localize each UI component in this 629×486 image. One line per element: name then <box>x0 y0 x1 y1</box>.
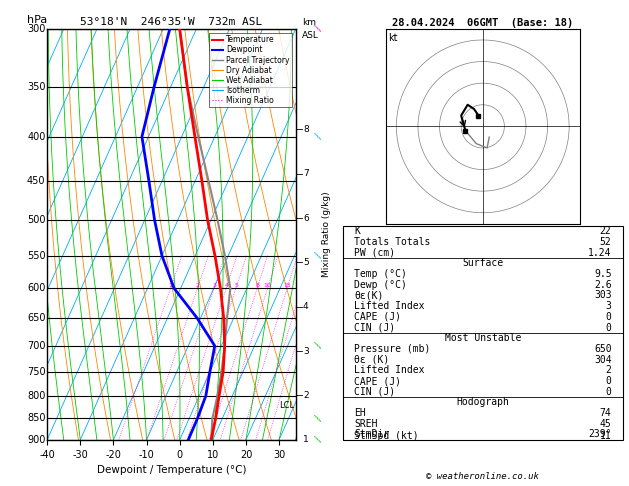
Text: 2.6: 2.6 <box>594 280 611 290</box>
Text: 5: 5 <box>303 258 309 267</box>
Text: 11: 11 <box>600 431 611 440</box>
Text: 8: 8 <box>255 283 259 288</box>
Text: 4: 4 <box>225 283 228 288</box>
Text: SREH: SREH <box>354 419 377 429</box>
Text: CIN (J): CIN (J) <box>354 323 395 332</box>
X-axis label: Dewpoint / Temperature (°C): Dewpoint / Temperature (°C) <box>97 465 246 475</box>
Text: 22: 22 <box>600 226 611 236</box>
Text: 650: 650 <box>27 313 45 323</box>
Text: Hodograph: Hodograph <box>456 398 509 407</box>
Text: 3: 3 <box>606 301 611 311</box>
Text: 600: 600 <box>27 283 45 293</box>
Text: km: km <box>302 18 316 27</box>
Text: Mixing Ratio (g/kg): Mixing Ratio (g/kg) <box>322 191 331 278</box>
Text: 7: 7 <box>303 169 309 178</box>
Text: Temp (°C): Temp (°C) <box>354 269 407 279</box>
Text: 52: 52 <box>600 237 611 247</box>
Text: 15: 15 <box>283 283 291 288</box>
Text: 550: 550 <box>27 251 45 260</box>
Text: CIN (J): CIN (J) <box>354 387 395 397</box>
Text: \: \ <box>314 132 322 142</box>
Text: θε(K): θε(K) <box>354 291 384 300</box>
Text: 10: 10 <box>264 283 272 288</box>
Text: 45: 45 <box>600 419 611 429</box>
Text: 303: 303 <box>594 291 611 300</box>
Text: 74: 74 <box>600 408 611 418</box>
Legend: Temperature, Dewpoint, Parcel Trajectory, Dry Adiabat, Wet Adiabat, Isotherm, Mi: Temperature, Dewpoint, Parcel Trajectory… <box>209 33 292 107</box>
Text: PW (cm): PW (cm) <box>354 248 395 258</box>
Text: © weatheronline.co.uk: © weatheronline.co.uk <box>426 472 539 481</box>
Text: 1: 1 <box>169 283 172 288</box>
Text: kt: kt <box>387 34 398 43</box>
Text: \: \ <box>314 251 322 261</box>
Text: θε (K): θε (K) <box>354 355 389 364</box>
Text: 0: 0 <box>606 376 611 386</box>
Text: Pressure (mb): Pressure (mb) <box>354 344 430 354</box>
Text: 300: 300 <box>27 24 45 34</box>
Text: 1.24: 1.24 <box>588 248 611 258</box>
Text: 2: 2 <box>606 365 611 375</box>
Text: ASL: ASL <box>302 31 319 40</box>
Text: Lifted Index: Lifted Index <box>354 301 425 311</box>
Text: 750: 750 <box>27 366 45 377</box>
Text: \: \ <box>314 24 322 35</box>
Text: 700: 700 <box>27 341 45 351</box>
Text: EH: EH <box>354 408 365 418</box>
Text: hPa: hPa <box>27 15 48 25</box>
Text: Surface: Surface <box>462 259 503 268</box>
Text: 450: 450 <box>27 176 45 186</box>
Text: \: \ <box>314 413 322 424</box>
Text: 304: 304 <box>594 355 611 364</box>
Text: StmSpd (kt): StmSpd (kt) <box>354 431 419 440</box>
Text: 239°: 239° <box>588 430 611 439</box>
Text: \: \ <box>314 434 322 445</box>
Text: 500: 500 <box>27 215 45 225</box>
Text: 650: 650 <box>594 344 611 354</box>
Text: 0: 0 <box>606 312 611 322</box>
Text: 1: 1 <box>303 435 309 444</box>
Text: 3: 3 <box>303 347 309 356</box>
Text: Totals Totals: Totals Totals <box>354 237 430 247</box>
Text: K: K <box>354 226 360 236</box>
Text: CAPE (J): CAPE (J) <box>354 376 401 386</box>
Text: 900: 900 <box>27 435 45 445</box>
Title: 53°18'N  246°35'W  732m ASL: 53°18'N 246°35'W 732m ASL <box>81 17 262 27</box>
Text: 5: 5 <box>234 283 238 288</box>
Text: 400: 400 <box>27 132 45 142</box>
Text: 6: 6 <box>303 213 309 223</box>
Text: 850: 850 <box>27 414 45 423</box>
Text: 0: 0 <box>606 323 611 332</box>
Title: 28.04.2024  06GMT  (Base: 18): 28.04.2024 06GMT (Base: 18) <box>392 18 574 28</box>
Text: 350: 350 <box>27 82 45 92</box>
Text: StmDir: StmDir <box>354 430 389 439</box>
Text: 4: 4 <box>303 302 309 311</box>
Text: 0: 0 <box>606 387 611 397</box>
Text: LCL: LCL <box>279 400 294 410</box>
Text: 2: 2 <box>303 391 309 400</box>
Text: CAPE (J): CAPE (J) <box>354 312 401 322</box>
Text: \: \ <box>314 341 322 351</box>
Text: 3: 3 <box>212 283 216 288</box>
Text: 9.5: 9.5 <box>594 269 611 279</box>
Text: 8: 8 <box>303 125 309 134</box>
Text: Dewp (°C): Dewp (°C) <box>354 280 407 290</box>
Text: Most Unstable: Most Unstable <box>445 333 521 343</box>
Text: 800: 800 <box>27 391 45 401</box>
Text: Lifted Index: Lifted Index <box>354 365 425 375</box>
Text: 2: 2 <box>196 283 199 288</box>
